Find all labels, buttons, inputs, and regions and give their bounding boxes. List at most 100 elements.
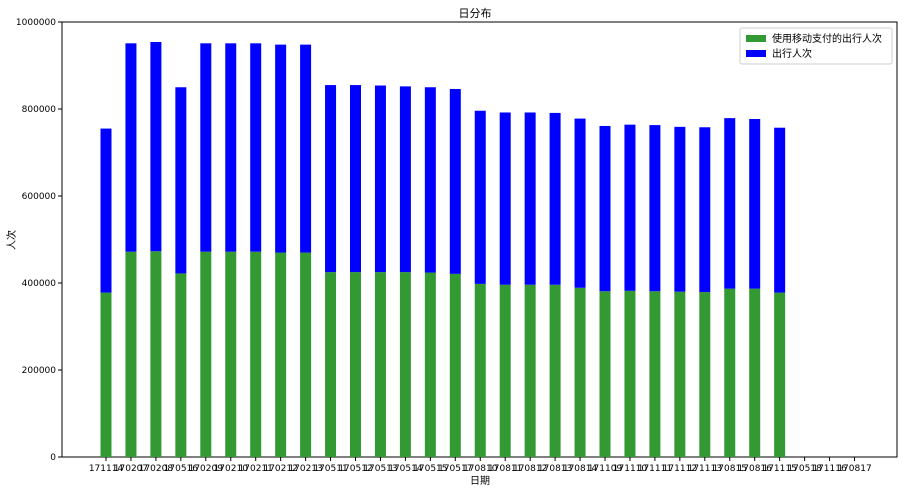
y-axis-label: 人次 [5, 230, 18, 250]
bar-mobile-payment [325, 272, 337, 457]
bar-trips [649, 125, 661, 292]
legend-box [739, 27, 893, 65]
bar-mobile-payment [150, 251, 162, 457]
x-tick-label: 171113 [688, 464, 722, 474]
bar-mobile-payment [499, 284, 511, 457]
bar-mobile-payment [300, 252, 312, 457]
bar-trips [175, 87, 187, 274]
y-tick-label: 600000 [22, 192, 57, 202]
bar-mobile-payment [624, 290, 636, 457]
y-tick-label: 1000000 [16, 18, 56, 28]
x-tick-label: 171115 [762, 464, 796, 474]
bar-mobile-payment [449, 273, 461, 457]
bar-mobile-payment [724, 288, 736, 457]
bar-mobile-payment [374, 272, 386, 457]
x-tick-label: 170512 [338, 464, 372, 474]
x-tick-label: 171110 [613, 464, 648, 474]
x-axis-label: 日期 [470, 475, 490, 487]
x-tick-label: 170213 [288, 464, 322, 474]
x-tick-label: 170516 [164, 464, 199, 474]
bar-trips [449, 88, 461, 274]
bar-mobile-payment [275, 252, 287, 457]
bar-mobile-payment [649, 291, 661, 457]
bar-mobile-payment [524, 284, 536, 457]
bar-trips [674, 126, 686, 292]
x-tick-label: 170209 [189, 464, 224, 474]
legend-swatch [746, 50, 766, 57]
bar-mobile-payment [399, 272, 411, 457]
y-tick-label: 0 [50, 453, 56, 463]
y-tick-label: 800000 [22, 105, 57, 115]
bar-mobile-payment [175, 273, 187, 457]
bar-mobile-payment [350, 272, 361, 457]
bar-trips [399, 86, 411, 273]
x-tick-label: 170207 [114, 464, 148, 474]
y-tick-label: 400000 [22, 279, 57, 289]
x-tick-label: 170210 [214, 464, 249, 474]
bar-trips [225, 43, 237, 252]
bar-mobile-payment [424, 272, 436, 457]
bar-mobile-payment [674, 291, 686, 457]
x-tick-label: 170816 [738, 464, 773, 474]
bar-trips [150, 42, 162, 252]
bar-trips [624, 124, 636, 291]
bar-mobile-payment [100, 292, 112, 457]
bar-trips [724, 118, 736, 289]
legend-label: 使用移动支付的出行人次 [772, 32, 882, 45]
plot-area: 0200000400000600000800000100000017111417… [16, 18, 898, 474]
bar-trips [250, 43, 262, 252]
x-tick-label: 170211 [239, 464, 273, 474]
x-tick-label: 171116 [812, 464, 847, 474]
bar-mobile-payment [225, 251, 237, 457]
x-tick-label: 171109 [588, 464, 623, 474]
bar-mobile-payment [200, 251, 212, 457]
y-tick-label: 200000 [22, 366, 57, 376]
bar-trips [574, 118, 586, 288]
bar-mobile-payment [774, 292, 786, 457]
x-tick-label: 170813 [538, 464, 572, 474]
bar-trips [200, 43, 212, 252]
x-tick-label: 170514 [388, 464, 423, 474]
x-tick-label: 170814 [563, 464, 598, 474]
bar-trips [474, 110, 486, 284]
bar-trips [424, 87, 436, 273]
bar-mobile-payment [749, 288, 761, 457]
x-tick-label: 170515 [413, 464, 447, 474]
bar-trips [499, 112, 511, 285]
bar-trips [350, 85, 361, 273]
bar-trips [300, 44, 312, 253]
bar-mobile-payment [599, 291, 611, 457]
bar-trips [275, 44, 287, 253]
bar-trips [125, 43, 137, 252]
bar-trips [749, 119, 761, 289]
x-tick-label: 170513 [363, 464, 397, 474]
bar-mobile-payment [250, 251, 262, 457]
x-tick-label: 170517 [438, 464, 472, 474]
bar-trips [549, 112, 561, 285]
bar-trips [524, 112, 536, 285]
x-tick-label: 170212 [263, 464, 297, 474]
chart-title: 日分布 [459, 7, 492, 20]
bar-mobile-payment [549, 284, 561, 457]
bar-trips [699, 127, 711, 293]
x-tick-label: 170511 [313, 464, 347, 474]
bar-mobile-payment [699, 292, 711, 457]
x-tick-label: 171114 [89, 464, 124, 474]
x-tick-label: 171112 [663, 464, 697, 474]
bar-mobile-payment [474, 283, 486, 457]
x-tick-label: 170518 [787, 464, 822, 474]
x-tick-label: 170810 [463, 464, 498, 474]
x-tick-label: 171111 [638, 464, 672, 474]
bar-mobile-payment [574, 287, 586, 457]
x-tick-label: 170811 [488, 464, 522, 474]
x-tick-label: 170817 [837, 464, 871, 474]
x-tick-label: 170208 [139, 464, 174, 474]
bar-trips [774, 127, 786, 293]
bar-trips [599, 125, 611, 292]
bar-trips [325, 85, 337, 273]
legend-label: 出行人次 [772, 47, 812, 60]
x-tick-label: 170812 [513, 464, 547, 474]
bar-trips [100, 128, 112, 293]
